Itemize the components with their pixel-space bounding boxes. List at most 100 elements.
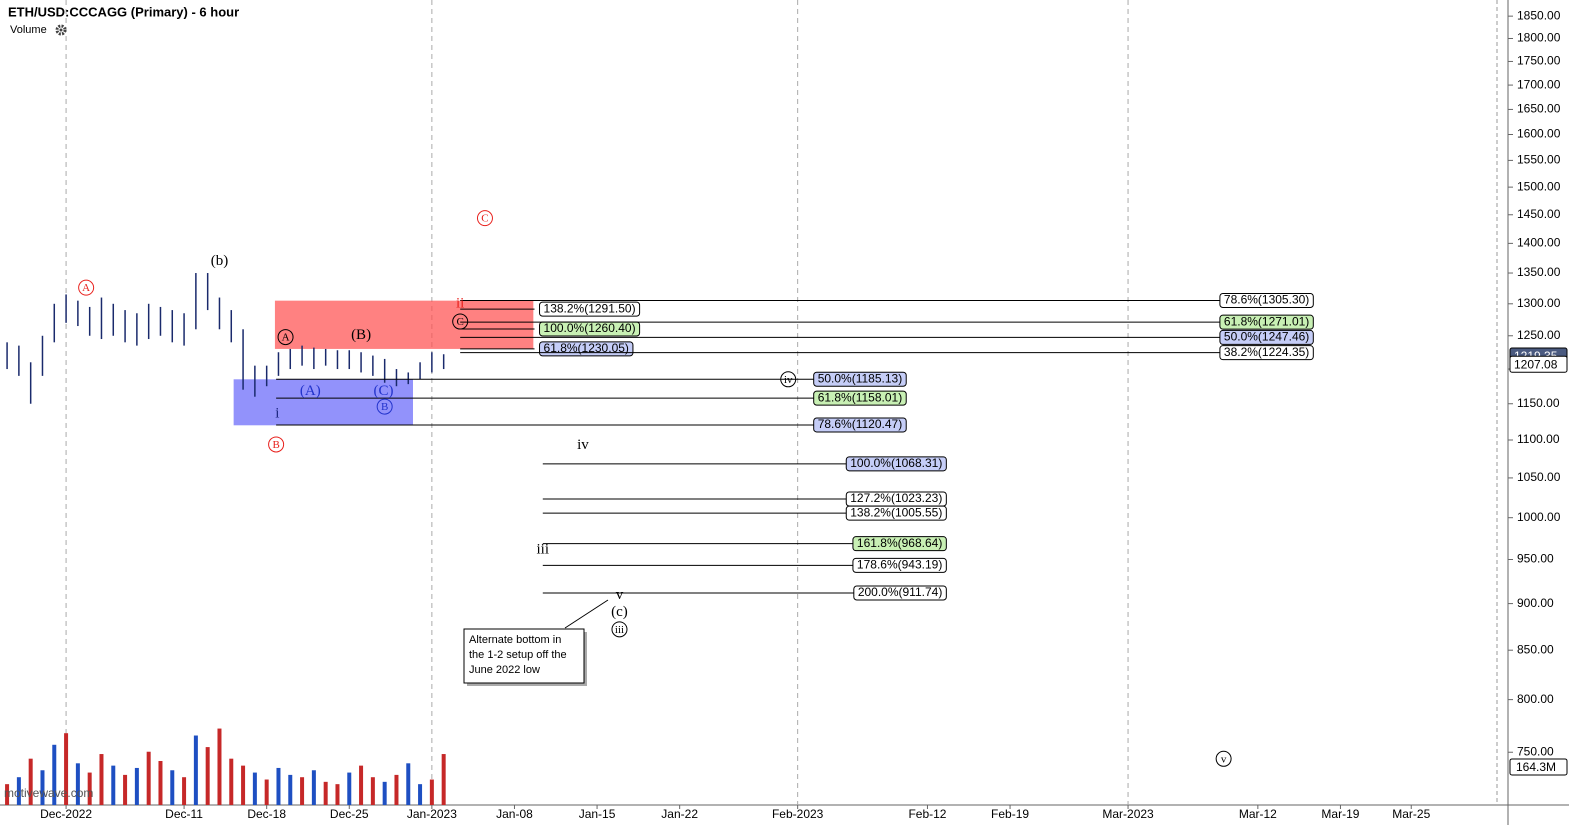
y-tick-label: 1600.00 <box>1517 127 1561 141</box>
volume-bar <box>170 770 175 805</box>
volume-bar <box>394 774 399 805</box>
volume-bar <box>252 772 257 805</box>
volume-bar <box>382 781 387 805</box>
volume-bar <box>441 754 446 805</box>
x-tick-label: Dec-18 <box>247 807 286 821</box>
x-tick-label: Jan-2023 <box>407 807 457 821</box>
fib-label: 100.0%(1068.31) <box>850 456 942 470</box>
fib-level: 50.0%(1185.13) <box>276 371 907 387</box>
y-tick-label: 900.00 <box>1517 596 1554 610</box>
fib-label-box <box>1219 314 1314 330</box>
volume-bar <box>52 744 57 805</box>
fib-level: 100.0%(1260.40) <box>460 321 641 337</box>
fib-level: 78.6%(1305.30) <box>460 293 1314 308</box>
y-tick-label: 1800.00 <box>1517 31 1561 45</box>
wave-circle <box>476 210 493 227</box>
wave-circle <box>268 436 285 453</box>
fib-label: 138.2%(1291.50) <box>544 301 636 315</box>
y-tick-label: 1150.00 <box>1517 396 1560 410</box>
y-tick-label: 1350.00 <box>1517 265 1561 279</box>
fib-label: 38.2%(1224.35) <box>1224 345 1309 359</box>
y-tick-label: 1000.00 <box>1517 510 1561 524</box>
volume-bar <box>75 763 80 805</box>
y-tick-label: 750.00 <box>1517 744 1554 758</box>
watermark: motivewave.com <box>4 786 93 800</box>
x-tick-label: Feb-2023 <box>772 807 824 821</box>
volume-bar <box>300 777 305 805</box>
gear[interactable] <box>55 24 67 36</box>
x-tick-label: Dec-2022 <box>40 807 92 821</box>
wave-label: C <box>457 316 464 328</box>
note-box <box>463 628 585 684</box>
volume-bar <box>429 779 434 805</box>
y-tick-label: 1650.00 <box>1517 102 1561 116</box>
wave-label: (b) <box>211 253 229 269</box>
fib-level: 50.0%(1247.46) <box>460 330 1314 345</box>
wave-label: iii <box>615 624 624 636</box>
fib-level: 78.6%(1120.47) <box>276 417 907 433</box>
volume-bar <box>217 728 222 805</box>
fib-level: 200.0%(911.74) <box>542 585 947 601</box>
x-tick-label: Jan-22 <box>661 807 698 821</box>
y-tick-label: 1700.00 <box>1517 77 1561 91</box>
wave-label: B <box>272 439 279 451</box>
volume-bar <box>288 774 293 805</box>
note-line: the 1-2 setup off the <box>469 649 567 661</box>
fib-level: 127.2%(1023.23) <box>542 491 947 507</box>
x-tick-label: Jan-08 <box>496 807 533 821</box>
wave-label: A <box>282 332 290 344</box>
fib-label: 61.8%(1230.05) <box>544 341 629 355</box>
wave-label: (B) <box>351 327 371 343</box>
fib-label-box <box>853 585 947 601</box>
fib-level: 138.2%(1291.50) <box>460 301 641 317</box>
x-tick-label: Mar-19 <box>1321 807 1359 821</box>
last-price-tag: 1207.08 <box>1514 357 1558 371</box>
volume-bar <box>16 777 21 805</box>
volume-bar <box>311 770 316 805</box>
wave-circle <box>1215 750 1232 767</box>
fib-level: 61.8%(1271.01) <box>460 314 1314 330</box>
fib-label-box <box>1219 345 1314 361</box>
gear-center[interactable] <box>59 28 63 32</box>
volume-bar <box>182 777 187 805</box>
y-tick-label: 1450.00 <box>1517 207 1561 221</box>
fib-label: 161.8%(968.64) <box>857 536 942 550</box>
x-tick-label: Mar-2023 <box>1102 807 1154 821</box>
fib-level: 38.2%(1224.35) <box>460 345 1314 361</box>
note: Alternate bottom in the 1-2 setup off th… <box>463 599 609 686</box>
fib-level: 161.8%(968.64) <box>542 536 947 552</box>
x-tick-label: Jan-15 <box>579 807 616 821</box>
wave-circle <box>611 621 628 638</box>
x-tick-label: Mar-12 <box>1239 807 1277 821</box>
wave-label: iii <box>537 542 550 558</box>
fib-label-box <box>852 557 947 573</box>
wave-circle <box>277 329 294 346</box>
y-tick-label: 950.00 <box>1517 552 1554 566</box>
settings-icon[interactable] <box>55 24 67 36</box>
fib-label: 138.2%(1005.55) <box>850 505 942 519</box>
x-tick-label: Mar-25 <box>1392 807 1430 821</box>
wave-label: (A) <box>300 383 321 399</box>
note-line: June 2022 low <box>469 664 540 676</box>
fib-level: 100.0%(1068.31) <box>542 456 947 472</box>
fib-label: 178.6%(943.19) <box>857 558 942 572</box>
volume-bar <box>158 760 163 805</box>
volume-tag-box <box>1509 758 1568 776</box>
volume-bar <box>28 758 33 805</box>
wave-label: (C) <box>373 383 393 399</box>
indicator-label: Volume <box>10 24 47 36</box>
wave-label: v <box>616 587 624 603</box>
fib-label-box <box>813 371 907 387</box>
zone <box>274 300 534 349</box>
volume-tag: 164.3M <box>1516 760 1556 774</box>
wave-label: iv <box>577 437 589 453</box>
volume-bar <box>40 770 45 805</box>
fib-label: 78.6%(1120.47) <box>818 417 903 431</box>
volume-bar <box>359 765 364 805</box>
y-tick-label: 1250.00 <box>1517 328 1561 342</box>
volume-bar <box>335 784 340 805</box>
y-tick-label: 1300.00 <box>1517 296 1561 310</box>
y-tick-label: 1850.00 <box>1517 8 1561 22</box>
